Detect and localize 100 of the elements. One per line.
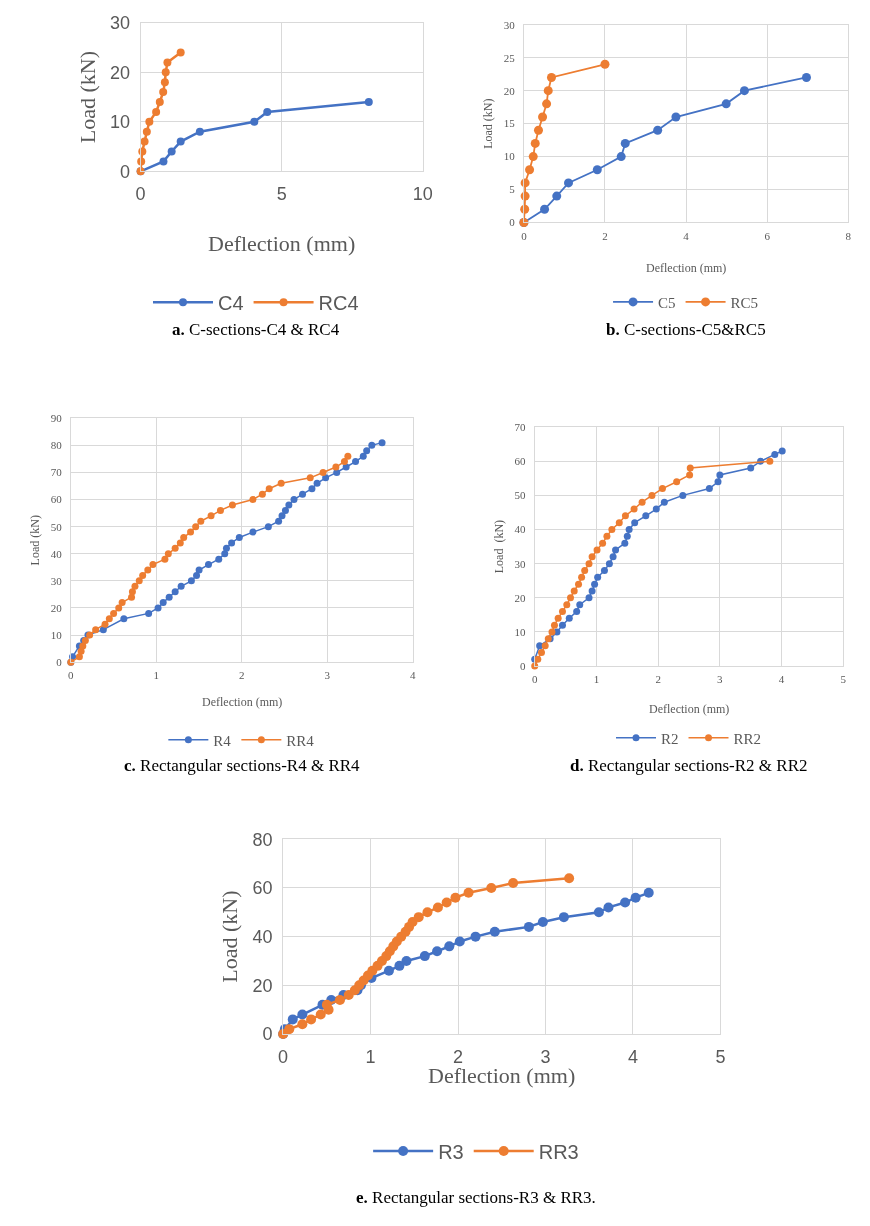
point bbox=[620, 897, 631, 908]
point bbox=[419, 951, 430, 962]
point bbox=[306, 1014, 317, 1025]
y-tick-label: 0 bbox=[262, 1024, 273, 1045]
point bbox=[573, 607, 581, 615]
y-tick-label: 10 bbox=[109, 112, 131, 133]
legend-label: RR3 bbox=[538, 1140, 579, 1163]
text: a. C-sections-C4 & RC4 bbox=[172, 320, 340, 339]
point bbox=[315, 1009, 326, 1020]
point bbox=[352, 458, 360, 466]
x-tick-label: 3 bbox=[324, 669, 331, 682]
point bbox=[228, 539, 236, 547]
point bbox=[140, 137, 149, 146]
point bbox=[187, 577, 195, 585]
point bbox=[383, 965, 394, 976]
point bbox=[139, 571, 147, 579]
point bbox=[401, 955, 412, 966]
point bbox=[546, 72, 556, 82]
point bbox=[171, 588, 179, 596]
point bbox=[197, 517, 205, 525]
x-tick-label: 0 bbox=[68, 669, 75, 682]
point bbox=[541, 642, 549, 650]
point bbox=[585, 594, 593, 602]
point bbox=[432, 946, 443, 957]
point bbox=[207, 512, 215, 520]
x-tick-label: 0 bbox=[278, 1046, 289, 1067]
point bbox=[308, 485, 316, 493]
point bbox=[92, 626, 100, 634]
point bbox=[533, 125, 543, 135]
point bbox=[600, 59, 610, 69]
point bbox=[747, 464, 755, 472]
point bbox=[567, 594, 575, 602]
point bbox=[621, 539, 629, 547]
point bbox=[576, 601, 584, 609]
point bbox=[444, 941, 455, 952]
point bbox=[344, 452, 352, 460]
x-tick-label: 2 bbox=[239, 669, 245, 682]
point bbox=[653, 125, 663, 135]
point bbox=[525, 165, 535, 175]
text: c. Rectangular sections-R4 & RR4 bbox=[124, 756, 361, 775]
point bbox=[171, 544, 179, 552]
point bbox=[540, 204, 550, 214]
point bbox=[340, 458, 348, 466]
point bbox=[249, 528, 257, 536]
point bbox=[394, 960, 405, 971]
point bbox=[600, 567, 608, 574]
point bbox=[163, 58, 172, 67]
x-axis-title: Deflection (mm) bbox=[208, 231, 356, 256]
x-tick-label: 10 bbox=[412, 183, 433, 204]
point bbox=[195, 566, 203, 574]
y-tick-label: 30 bbox=[514, 557, 527, 570]
point bbox=[450, 892, 461, 903]
point bbox=[603, 532, 611, 540]
point bbox=[368, 441, 376, 449]
point bbox=[215, 555, 223, 563]
text: d. Rectangular sections-R2 & RR2 bbox=[570, 756, 808, 775]
point bbox=[145, 609, 153, 617]
y-axis-title: Load (kN) bbox=[217, 890, 243, 983]
point bbox=[578, 573, 586, 581]
y-tick-label: 50 bbox=[50, 520, 63, 533]
y-tick-label: 10 bbox=[514, 625, 527, 638]
point bbox=[222, 544, 230, 552]
point bbox=[258, 490, 266, 498]
point bbox=[321, 999, 332, 1010]
point bbox=[159, 599, 167, 607]
point bbox=[542, 99, 552, 109]
point bbox=[359, 452, 367, 460]
point bbox=[176, 48, 185, 57]
point bbox=[454, 936, 465, 947]
y-tick-label: 40 bbox=[252, 926, 273, 947]
point bbox=[563, 601, 571, 609]
point bbox=[334, 994, 345, 1005]
point bbox=[588, 587, 596, 595]
point bbox=[778, 447, 786, 455]
point bbox=[631, 519, 639, 527]
point bbox=[603, 902, 614, 913]
point bbox=[558, 607, 566, 615]
y-tick-label: 40 bbox=[514, 523, 527, 536]
y-tick-label: 10 bbox=[503, 150, 516, 163]
x-tick-label: 4 bbox=[627, 1046, 638, 1067]
point bbox=[152, 107, 161, 116]
y-tick-label: 60 bbox=[50, 493, 63, 506]
point bbox=[422, 907, 433, 918]
point bbox=[538, 648, 545, 656]
point bbox=[638, 498, 646, 506]
point bbox=[250, 117, 259, 126]
y-tick-label: 80 bbox=[50, 439, 63, 452]
point bbox=[205, 561, 212, 569]
point bbox=[609, 553, 617, 561]
y-axis-title: Load (kN) bbox=[74, 50, 100, 144]
text: b. C-sections-C5&RC5 bbox=[606, 320, 766, 339]
point bbox=[630, 505, 638, 513]
x-tick-label: 0 bbox=[531, 673, 538, 686]
x-tick-label: 1 bbox=[593, 673, 600, 686]
point bbox=[285, 501, 293, 509]
point bbox=[620, 138, 630, 148]
x-tick-label: 0 bbox=[135, 183, 146, 204]
point bbox=[159, 88, 168, 97]
point bbox=[548, 628, 556, 636]
point bbox=[249, 496, 257, 504]
